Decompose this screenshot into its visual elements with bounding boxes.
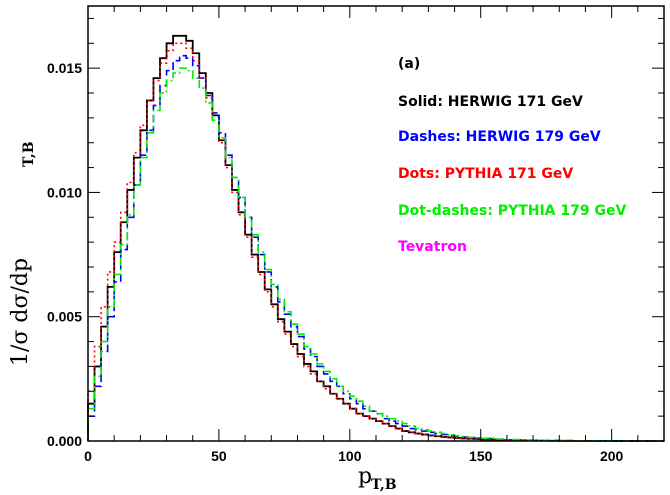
- y-tick-label: 0.000: [47, 433, 82, 449]
- x-axis-title-main: p: [358, 464, 372, 489]
- legend-entry-herwig-179: Dashes: HERWIG 179 GeV: [398, 129, 601, 145]
- panel-label: (a): [398, 56, 420, 72]
- tick-labels-layer: 0 50 100 150 200 0.000 0.005 0.010 0.015: [47, 60, 624, 464]
- x-tick-label: 100: [338, 448, 362, 464]
- series-line-1: [87, 54, 664, 442]
- x-tick-label: 150: [469, 448, 493, 464]
- series-line-3: [87, 67, 664, 442]
- legend-entry-tevatron: Tevatron: [398, 239, 467, 255]
- y-tick-label: 0.010: [47, 184, 82, 200]
- y-axis-title-main: 1/σ dσ/dp: [8, 258, 33, 366]
- legend-entry-pythia-179: Dot-dashes: PYTHIA 179 GeV: [398, 203, 626, 219]
- y-tick-label: 0.005: [47, 309, 82, 325]
- legend: (a) Solid: HERWIG 171 GeV Dashes: HERWIG…: [398, 56, 626, 255]
- x-tick-label: 0: [84, 448, 92, 464]
- legend-entry-pythia-171: Dots: PYTHIA 171 GeV: [398, 166, 573, 182]
- x-tick-label: 50: [211, 448, 227, 464]
- legend-entry-herwig-171: Solid: HERWIG 171 GeV: [398, 94, 583, 110]
- plot-frame: [87, 5, 665, 442]
- ticks-layer: [87, 6, 665, 442]
- series-layer: [87, 34, 664, 442]
- y-axis-title-sub: T,B: [21, 141, 37, 167]
- series-line-2: [87, 42, 664, 442]
- x-tick-label: 200: [600, 448, 624, 464]
- y-axis-title: 1/σ dσ/dp T,B: [8, 141, 37, 366]
- y-tick-label: 0.015: [47, 60, 82, 76]
- x-axis-title-sub: T,B: [371, 477, 397, 493]
- x-axis-title: p T,B: [358, 464, 397, 493]
